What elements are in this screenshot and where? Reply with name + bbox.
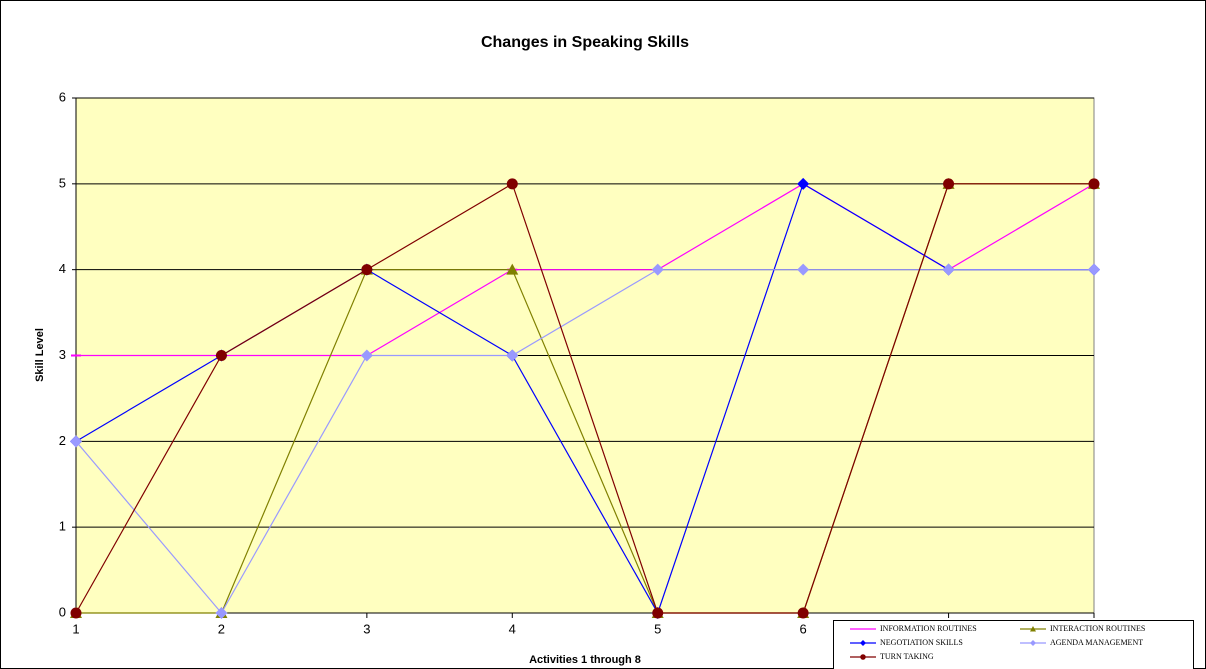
y-tick-label: 4 xyxy=(59,261,66,276)
marker xyxy=(943,178,955,190)
y-tick-label: 5 xyxy=(59,175,66,190)
x-tick-label: 2 xyxy=(218,621,225,636)
marker xyxy=(506,263,519,275)
legend-marker xyxy=(1030,640,1036,646)
x-tick-label: 1 xyxy=(72,621,79,636)
marker xyxy=(506,349,519,362)
y-tick-label: 0 xyxy=(59,604,66,619)
legend-label: TURN TAKING xyxy=(880,652,934,661)
marker xyxy=(506,178,518,190)
marker xyxy=(361,264,373,276)
legend-label: NEGOTIATION SKILLS xyxy=(880,638,963,647)
legend-label: INTERACTION ROUTINES xyxy=(1050,624,1145,633)
marker xyxy=(70,435,82,448)
marker xyxy=(797,263,810,276)
marker xyxy=(70,607,82,619)
marker xyxy=(651,263,664,276)
marker xyxy=(1088,263,1100,276)
marker xyxy=(942,263,955,276)
series-line xyxy=(75,269,1094,615)
x-axis-label: Activities 1 through 8 xyxy=(529,654,641,666)
marker xyxy=(1088,178,1100,190)
marker xyxy=(652,607,664,619)
y-tick-label: 1 xyxy=(59,519,66,534)
legend-marker xyxy=(860,654,866,660)
marker xyxy=(797,177,810,190)
marker xyxy=(215,607,228,619)
legend: INFORMATION ROUTINES INTERACTION ROUTINES… xyxy=(833,620,1194,669)
series-line xyxy=(75,182,1094,614)
x-tick-label: 4 xyxy=(509,621,516,636)
x-tick-label: 3 xyxy=(363,621,370,636)
legend-label: AGENDA MANAGEMENT xyxy=(1050,638,1143,647)
marker xyxy=(797,607,809,619)
marker xyxy=(360,349,373,362)
y-tick-label: 3 xyxy=(59,347,66,362)
x-tick-label: 5 xyxy=(654,621,661,636)
y-tick-label: 2 xyxy=(59,433,66,448)
x-tick-label: 6 xyxy=(800,621,807,636)
y-tick-label: 6 xyxy=(59,89,66,104)
marker xyxy=(215,350,227,361)
legend-marker xyxy=(860,640,866,646)
legend-marker xyxy=(1030,626,1036,632)
chart-title: Changes in Speaking Skills xyxy=(481,34,689,51)
legend-box xyxy=(833,620,1194,669)
y-axis-label: Skill Level xyxy=(34,328,46,382)
legend-label: INFORMATION ROUTINES xyxy=(880,624,977,633)
